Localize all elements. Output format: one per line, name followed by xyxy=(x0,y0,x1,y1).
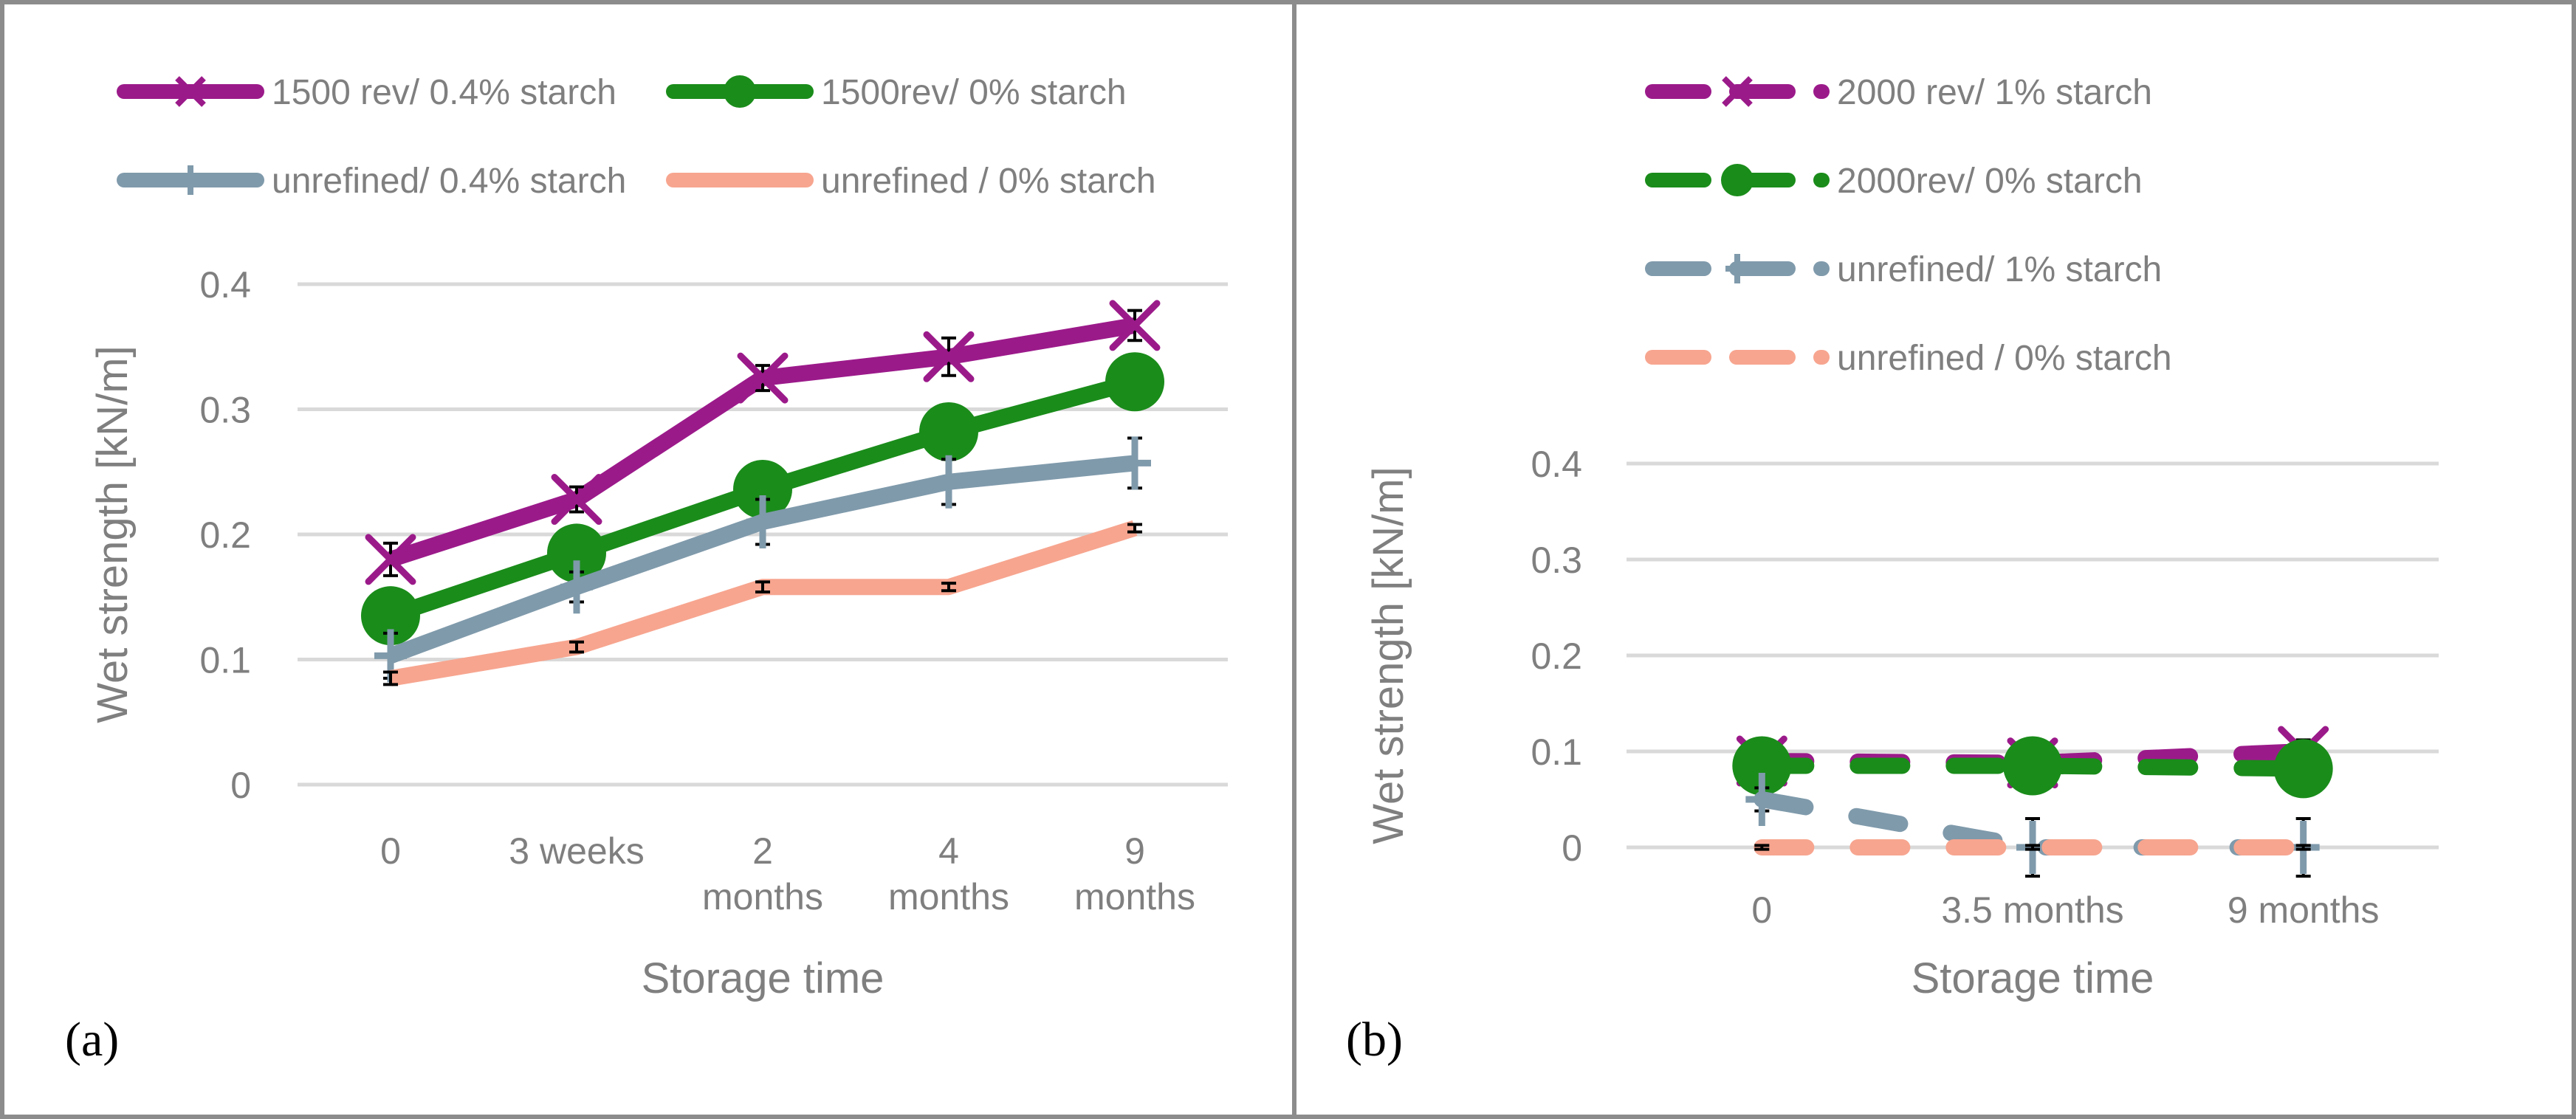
data-point-s1-5-b xyxy=(1109,300,1161,351)
legend-item-2: 1500rev/ 0% starch xyxy=(666,73,1127,112)
y-tick-label: 0.1 xyxy=(199,640,251,681)
y-axis-title: Wet strength [kN/m] xyxy=(1364,466,1412,844)
x-tick-label: 3.5 months xyxy=(1941,889,2123,931)
data-point-s2-1 xyxy=(361,586,420,646)
legend-marker xyxy=(1721,164,1754,196)
x-tick-label: 2 xyxy=(752,830,773,872)
data-point-s1-2-b xyxy=(551,474,602,526)
legend-label: unrefined/ 1% starch xyxy=(1837,250,2162,289)
legend-label: 2000rev/ 0% starch xyxy=(1837,162,2143,201)
data-point-s2-5 xyxy=(1105,352,1164,412)
x-tick-label: months xyxy=(888,876,1009,917)
y-tick-label: 0.4 xyxy=(199,264,251,306)
legend-item-4: unrefined / 0% starch xyxy=(1645,339,2172,378)
legend-label: unrefined / 0% starch xyxy=(821,162,1156,201)
legend-label: 1500rev/ 0% starch xyxy=(821,73,1127,112)
legend-label: unrefined/ 0.4% starch xyxy=(272,162,626,201)
legend-marker-b xyxy=(1722,76,1753,107)
x-axis-title: Storage time xyxy=(642,954,885,1002)
legend-label: 1500 rev/ 0.4% starch xyxy=(272,73,616,112)
y-tick-label: 0 xyxy=(1562,827,1582,869)
x-tick-label: 4 xyxy=(938,830,959,872)
x-tick-label: 9 months xyxy=(2228,889,2380,931)
legend-marker xyxy=(724,75,756,108)
x-tick-label: months xyxy=(1074,876,1195,917)
chart-panel-a: 00.10.20.30.40 3 weeks 2months4months9mont… xyxy=(65,73,1228,1067)
series-line-2 xyxy=(1754,757,2312,777)
data-point-s1-4-b xyxy=(923,331,975,382)
y-tick-label: 0.2 xyxy=(1531,636,1582,677)
panel-label: (a) xyxy=(65,1013,119,1067)
y-tick-label: 0.2 xyxy=(199,514,251,556)
data-point-s1-1-b xyxy=(365,534,416,585)
legend-item-1: 1500 rev/ 0.4% starch xyxy=(117,73,616,112)
x-tick-label: 0 xyxy=(380,830,401,872)
panel-label: (b) xyxy=(1346,1013,1403,1067)
y-tick-label: 0.1 xyxy=(1531,731,1582,773)
y-tick-label: 0.4 xyxy=(1531,444,1582,485)
y-tick-label: 0.3 xyxy=(1531,540,1582,581)
series-line-3 xyxy=(1754,791,2312,855)
legend-item-3: unrefined/ 0.4% starch xyxy=(117,162,626,201)
legend-item-2: 2000rev/ 0% starch xyxy=(1645,162,2143,201)
data-point-s2-1 xyxy=(1732,736,1792,796)
legend-item-1: 2000 rev/ 1% starch xyxy=(1645,73,2152,112)
data-point-s1-3-b xyxy=(737,352,789,404)
chart-panel-b: 0 0.1 0.2 0.3 0.4 0 3.5 months 9 months Storage … xyxy=(1346,73,2439,1067)
y-tick-label: 0 xyxy=(230,765,251,806)
data-point-s2-2 xyxy=(2003,736,2062,796)
x-tick-label: 0 xyxy=(1751,889,1772,931)
x-tick-label: 9 xyxy=(1124,830,1145,872)
legend-item-4: unrefined / 0% starch xyxy=(666,162,1156,201)
x-tick-label: 3 weeks xyxy=(509,830,644,872)
y-tick-label: 0.3 xyxy=(199,390,251,431)
x-axis-title: Storage time xyxy=(1912,954,2154,1002)
data-point-s2-3 xyxy=(2273,739,2333,799)
y-axis-title: Wet strength [kN/m] xyxy=(89,345,137,723)
x-tick-label: months xyxy=(702,876,823,917)
data-point-s2-3 xyxy=(733,459,792,519)
legend-marker-b xyxy=(175,76,206,107)
legend-label: unrefined / 0% starch xyxy=(1837,339,2172,378)
data-point-s2-4 xyxy=(919,402,978,462)
legend-label: 2000 rev/ 1% starch xyxy=(1837,73,2152,112)
data-point-s2-2 xyxy=(547,523,606,583)
legend-item-3: unrefined/ 1% starch xyxy=(1645,250,2162,289)
